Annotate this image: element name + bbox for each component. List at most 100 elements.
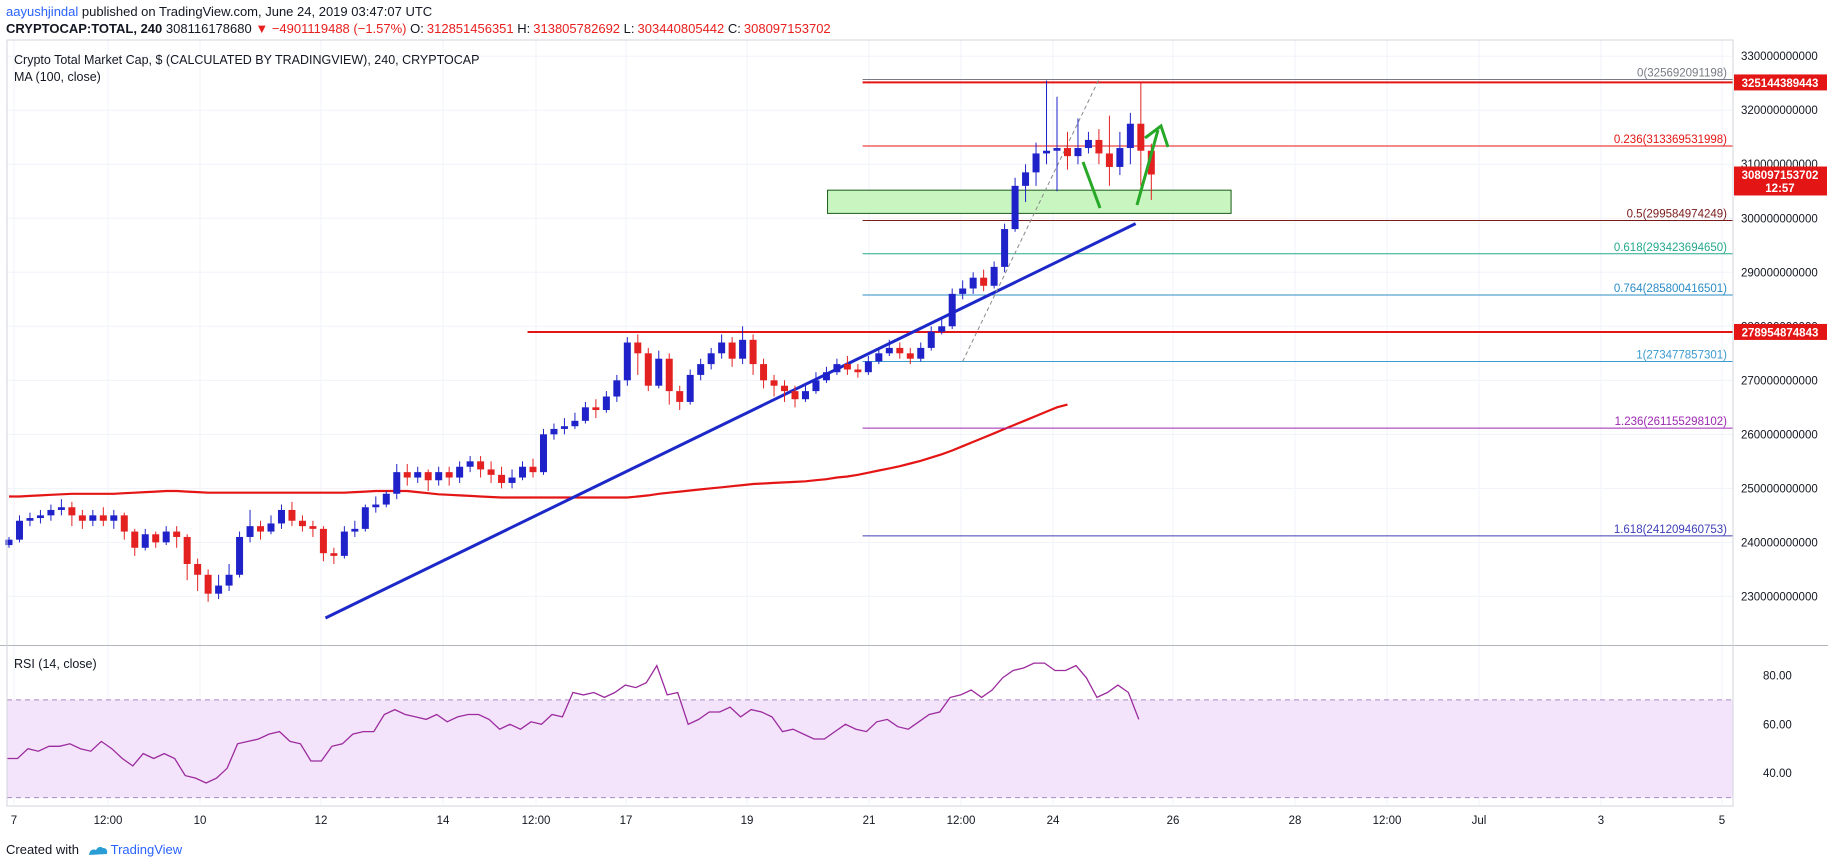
- candle-body: [277, 509, 285, 524]
- candle-body: [1147, 150, 1155, 175]
- candle-body: [519, 466, 527, 478]
- candle-body: [1022, 172, 1030, 186]
- low-value: 303440805442: [637, 21, 725, 36]
- published-text: published on TradingView.com, June 24, 2…: [81, 4, 433, 19]
- candle-body: [236, 536, 244, 575]
- candle-body: [424, 472, 432, 481]
- price-tick-label: 240000000000: [1741, 537, 1818, 549]
- candle-body: [812, 380, 820, 392]
- time-tick-label: 14: [437, 815, 450, 827]
- price-label-box: [1734, 166, 1827, 183]
- change-down-icon: ▼: [255, 21, 269, 36]
- price-tick-label: 290000000000: [1741, 267, 1818, 279]
- fib-level-label: 0(325692091198): [1637, 67, 1727, 79]
- candle-body: [875, 353, 883, 362]
- candle-body: [225, 574, 233, 586]
- candle-body: [288, 509, 296, 521]
- support-zone: [827, 189, 1232, 214]
- price-tick-label: 270000000000: [1741, 375, 1818, 387]
- close-label: C:: [727, 21, 741, 36]
- candle-body: [739, 339, 747, 359]
- price-plot[interactable]: 0(325692091198) 0.236(313369531998) 0.5(29…: [5, 67, 1734, 620]
- rsi-line: [7, 662, 1140, 784]
- candle-body: [36, 515, 44, 519]
- time-tick-label: 28: [1289, 815, 1302, 827]
- candle-body: [1032, 153, 1040, 173]
- candle-body: [382, 493, 390, 505]
- candle-body: [917, 347, 925, 359]
- candle-body: [990, 266, 998, 286]
- candle-body: [927, 331, 935, 348]
- candle-body: [896, 347, 904, 354]
- plot-frame: [6, 39, 1734, 807]
- candle-body: [309, 526, 317, 529]
- candle-body: [435, 472, 443, 481]
- fib-level-label: 0.618(293423694650): [1614, 242, 1727, 254]
- price-tick-label: 330000000000: [1741, 51, 1818, 63]
- candle-body: [131, 531, 139, 548]
- candle-body: [298, 520, 306, 527]
- candle-body: [1137, 123, 1145, 151]
- price-label-text: 308097153702: [1742, 170, 1819, 182]
- candle-body: [351, 528, 359, 532]
- candle-body: [257, 526, 265, 532]
- candle-body: [959, 288, 967, 294]
- time-tick-label: 3: [1598, 815, 1604, 827]
- candle-body: [1126, 123, 1134, 149]
- projection-arrow-up: [1135, 129, 1160, 206]
- price-tick-label: 320000000000: [1741, 105, 1818, 117]
- time-tick-label: 21: [863, 815, 876, 827]
- fib-connector-line: [962, 79, 1100, 362]
- candle-body: [508, 477, 516, 483]
- candle-body: [57, 507, 65, 510]
- rsi-plot[interactable]: [7, 662, 1733, 799]
- author-link[interactable]: aayushjindal: [6, 4, 79, 19]
- time-tick-label: 12:00: [94, 815, 123, 827]
- ma-legend: MA (100, close): [14, 70, 101, 84]
- candle-body: [686, 374, 694, 402]
- candle-body: [78, 515, 86, 521]
- candle-body: [47, 509, 55, 516]
- candle-body: [5, 539, 13, 546]
- published-line: aayushjindal published on TradingView.co…: [6, 4, 432, 19]
- candle-body: [173, 531, 181, 537]
- tradingview-link[interactable]: TradingView: [110, 842, 183, 857]
- candle-body: [456, 466, 464, 478]
- high-label: H:: [517, 21, 531, 36]
- open-label: O:: [410, 21, 424, 36]
- fib-level-label: 1(273477857301): [1636, 350, 1727, 362]
- candle-body: [938, 326, 946, 332]
- candle-body: [718, 342, 726, 354]
- price-label-box: [1734, 179, 1827, 196]
- candle-body: [571, 420, 579, 427]
- time-tick-label: Jul: [1472, 815, 1487, 827]
- candle-body: [822, 372, 830, 381]
- time-tick-label: 5: [1719, 815, 1725, 827]
- created-with-text: Created with: [6, 842, 79, 857]
- candle-body: [1074, 148, 1082, 157]
- candle-body: [969, 277, 977, 289]
- candle-body: [498, 474, 506, 483]
- arrow-head-icon: [1144, 123, 1170, 148]
- candle-body: [707, 353, 715, 365]
- time-tick-label: 12:00: [947, 815, 976, 827]
- candle-body: [141, 534, 149, 548]
- symbol-label: CRYPTOCAP:TOTAL, 240: [6, 21, 163, 36]
- price-tick-label: 300000000000: [1741, 213, 1818, 225]
- axes: 230000000000 240000000000 250000000000 2600…: [0, 39, 1828, 827]
- low-label: L:: [623, 21, 635, 36]
- candle-body: [1043, 150, 1051, 154]
- candle-body: [770, 380, 778, 386]
- projection-arrow-down: [1081, 161, 1102, 209]
- time-tick-label: 10: [194, 815, 207, 827]
- candle-body: [581, 407, 589, 421]
- footer: Created with TradingView: [6, 842, 182, 858]
- candle-body: [330, 553, 338, 556]
- fib-level-label: 0.236(313369531998): [1614, 134, 1727, 146]
- candle-body: [1011, 185, 1019, 230]
- candle-body: [885, 347, 893, 354]
- rsi-tick-label: 60.00: [1763, 719, 1792, 731]
- price-tick-label: 260000000000: [1741, 429, 1818, 441]
- candle-body: [1053, 148, 1061, 151]
